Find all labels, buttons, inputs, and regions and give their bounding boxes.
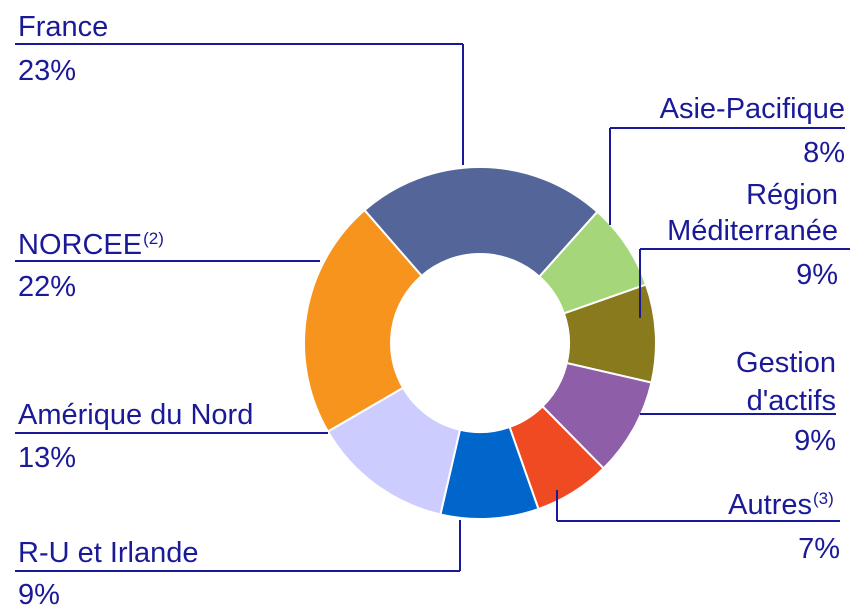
value-label: 9% (18, 579, 60, 605)
category-label: Autres (728, 489, 812, 521)
value-label: 9% (796, 259, 838, 291)
value-label: 8% (803, 137, 845, 169)
value-label: 13% (18, 442, 76, 474)
category-label: Amérique du Nord (18, 399, 253, 431)
category-label: d'actifs (747, 385, 836, 417)
footnote-mark: (2) (143, 229, 164, 248)
footnote-mark: (3) (813, 489, 834, 508)
category-label: NORCEE (18, 229, 142, 261)
category-label: France (18, 11, 108, 43)
value-label: 23% (18, 55, 76, 87)
category-label: Gestion (736, 347, 836, 379)
donut-slice (363, 166, 599, 279)
value-label: 9% (794, 425, 836, 457)
donut-slice (303, 208, 424, 433)
category-label: Méditerranée (667, 215, 838, 247)
value-label: 7% (798, 533, 840, 565)
category-label: R-U et Irlande (18, 537, 199, 569)
category-label: Asie-Pacifique (660, 93, 845, 125)
value-label: 22% (18, 271, 76, 303)
category-label: Région (746, 179, 838, 211)
